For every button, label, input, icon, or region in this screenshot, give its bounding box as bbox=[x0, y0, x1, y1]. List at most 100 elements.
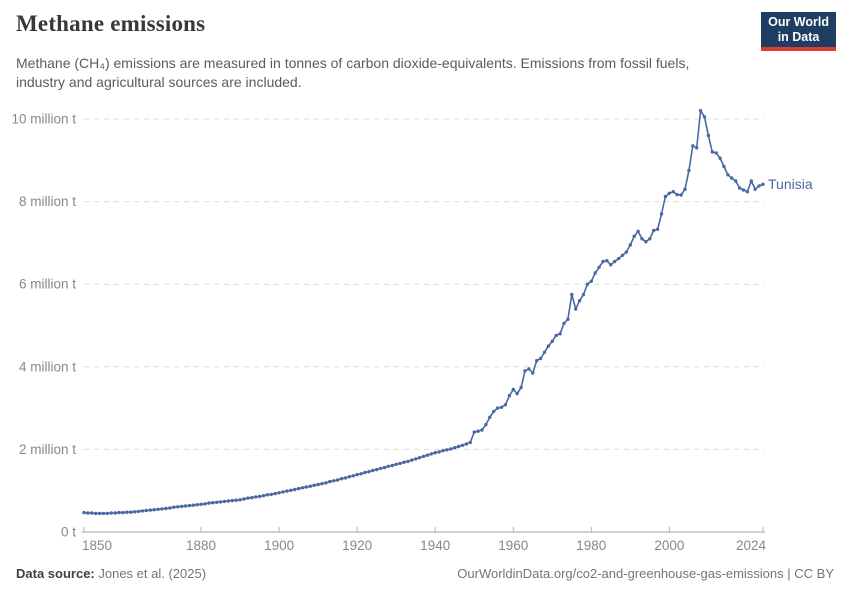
data-point bbox=[480, 428, 484, 432]
data-point bbox=[375, 467, 379, 472]
data-point bbox=[199, 502, 203, 506]
data-point bbox=[535, 358, 539, 363]
chart-footer: Data source: Jones et al. (2025) OurWorl… bbox=[16, 566, 834, 581]
data-source-label: Data source: bbox=[16, 566, 95, 581]
x-axis-tick-label: 1880 bbox=[186, 538, 216, 553]
data-point bbox=[152, 508, 156, 512]
data-point bbox=[320, 482, 324, 486]
data-point bbox=[741, 188, 746, 192]
data-point bbox=[511, 387, 515, 392]
footer-separator: | bbox=[783, 566, 795, 581]
data-point bbox=[367, 470, 371, 474]
data-point bbox=[734, 179, 738, 183]
data-point bbox=[133, 510, 137, 514]
data-point bbox=[414, 457, 418, 461]
data-point bbox=[687, 168, 691, 173]
data-point bbox=[316, 482, 320, 487]
data-point bbox=[269, 492, 273, 497]
data-point bbox=[109, 511, 114, 515]
data-point bbox=[86, 511, 90, 515]
data-point bbox=[566, 317, 570, 321]
data-point bbox=[144, 508, 149, 513]
data-point bbox=[558, 332, 562, 336]
data-point bbox=[168, 506, 172, 510]
data-point bbox=[121, 510, 125, 515]
data-point bbox=[632, 234, 636, 238]
data-point bbox=[226, 499, 231, 503]
data-point bbox=[667, 191, 671, 195]
data-point bbox=[125, 510, 129, 514]
data-point bbox=[308, 484, 312, 488]
data-point bbox=[238, 498, 242, 502]
data-point bbox=[722, 164, 726, 169]
x-axis-tick-label: 1960 bbox=[498, 538, 528, 553]
chart-subtitle: Methane (CH₄) emissions are measured in … bbox=[16, 54, 689, 92]
footer-credits: OurWorldinData.org/co2-and-greenhouse-ga… bbox=[457, 566, 834, 581]
footer-url-link[interactable]: OurWorldinData.org/co2-and-greenhouse-ga… bbox=[457, 566, 784, 581]
data-point bbox=[745, 190, 750, 194]
data-point bbox=[437, 450, 441, 454]
data-point bbox=[410, 458, 414, 462]
data-point bbox=[254, 495, 258, 499]
data-point bbox=[503, 403, 508, 407]
data-point bbox=[429, 452, 433, 456]
data-point bbox=[585, 282, 590, 286]
data-point bbox=[339, 477, 344, 481]
data-point bbox=[277, 491, 281, 495]
data-point bbox=[347, 475, 352, 479]
footer-license: CC BY bbox=[794, 566, 834, 581]
data-point bbox=[129, 510, 133, 514]
data-point bbox=[172, 505, 176, 509]
chart-subtitle-line1: Methane (CH₄) emissions are measured in … bbox=[16, 55, 690, 71]
data-point bbox=[499, 405, 504, 409]
data-point bbox=[550, 339, 554, 343]
data-point bbox=[250, 496, 254, 500]
data-point bbox=[679, 193, 683, 197]
data-point bbox=[234, 498, 238, 502]
data-point bbox=[390, 463, 394, 468]
data-point bbox=[456, 444, 461, 449]
data-point bbox=[101, 511, 106, 516]
data-point bbox=[273, 491, 277, 496]
data-point bbox=[710, 150, 714, 154]
data-point bbox=[460, 443, 465, 447]
data-point bbox=[749, 179, 753, 183]
data-point bbox=[363, 470, 367, 475]
data-point bbox=[605, 259, 609, 263]
x-axis-tick-label: 1980 bbox=[576, 538, 606, 553]
data-point bbox=[620, 253, 625, 257]
y-axis-tick-label: 6 million t bbox=[19, 277, 76, 292]
x-axis-tick-label: 1920 bbox=[342, 538, 372, 553]
data-point bbox=[476, 429, 480, 433]
data-point bbox=[597, 265, 601, 269]
data-point bbox=[296, 486, 301, 491]
data-point bbox=[90, 511, 94, 515]
data-point bbox=[515, 391, 519, 396]
data-point bbox=[335, 478, 340, 482]
data-point bbox=[398, 461, 402, 466]
data-point bbox=[97, 511, 102, 516]
data-point bbox=[304, 485, 309, 489]
series-label-tunisia[interactable]: Tunisia bbox=[768, 176, 813, 192]
data-point bbox=[441, 448, 445, 453]
tunisia-series-line bbox=[83, 109, 764, 515]
data-point bbox=[761, 182, 765, 186]
data-point bbox=[355, 472, 359, 477]
data-point bbox=[546, 344, 551, 348]
data-point bbox=[577, 299, 582, 303]
data-point bbox=[652, 228, 656, 233]
data-point bbox=[706, 133, 711, 138]
data-point bbox=[378, 466, 383, 471]
data-point bbox=[570, 292, 574, 297]
y-axis-tick-label: 2 million t bbox=[19, 442, 76, 457]
data-point bbox=[468, 440, 472, 445]
data-point bbox=[300, 486, 305, 490]
data-point bbox=[343, 476, 348, 480]
data-point bbox=[160, 507, 164, 511]
data-point bbox=[187, 503, 192, 508]
data-point bbox=[417, 456, 422, 460]
data-point bbox=[265, 493, 270, 497]
line-chart[interactable]: 0 t 2 million t 4 million t 6 million t 8 mi… bbox=[0, 0, 850, 560]
data-point bbox=[113, 511, 117, 515]
data-point bbox=[523, 369, 527, 373]
